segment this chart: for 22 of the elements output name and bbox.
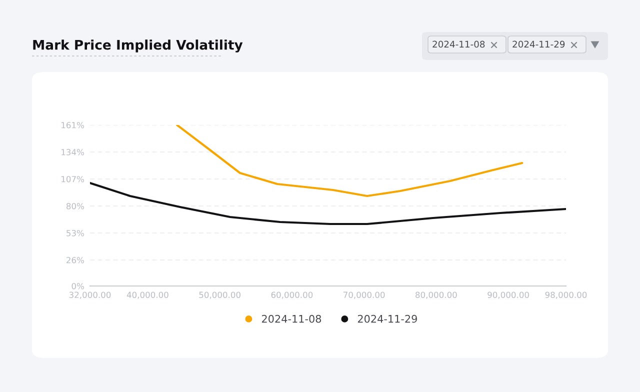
line-series: [176, 125, 524, 198]
y-tick-label: 0%: [72, 282, 84, 290]
y-tick-label: 53%: [66, 230, 84, 236]
legend-label: 2024-11-08: [262, 314, 322, 323]
x-tick-label: 90,000.00: [488, 292, 529, 299]
y-tick-label: 80%: [66, 202, 84, 210]
y-tick-label: 26%: [66, 256, 84, 264]
text: 2024-11-29: [512, 40, 565, 48]
x-tick-label: 98,000.00: [545, 292, 587, 299]
y-tick-label: 161%: [62, 122, 84, 128]
y-tick-label: 134%: [62, 148, 84, 156]
chart-title: Mark Price Implied Volatility: [33, 40, 243, 52]
x-tick-label: 80,000.00: [416, 292, 457, 299]
legend-label: 2024-11-29: [358, 314, 417, 323]
x-tick-label: 70,000.00: [344, 292, 385, 299]
y-tick-label: 107%: [62, 176, 84, 182]
text: 2024-11-08: [432, 40, 485, 48]
x-tick-label: 32,000.00: [69, 292, 111, 299]
line-series: [90, 182, 566, 226]
x-tick-label: 40,000.00: [126, 292, 168, 299]
x-tick-label: 50,000.00: [199, 292, 240, 299]
x-tick-label: 60,000.00: [271, 292, 313, 299]
